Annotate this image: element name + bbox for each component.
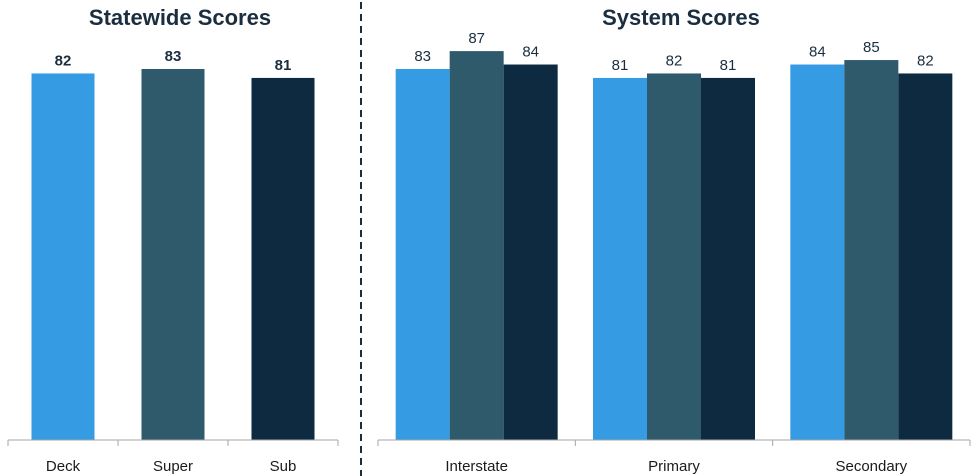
value-label-interstate-1: 83 [414,48,431,65]
value-label-primary-1: 81 [612,57,629,74]
bar-secondary-3 [898,73,952,440]
bar-primary-3 [701,78,755,440]
value-label-interstate-2: 87 [468,30,485,47]
bar-primary-2 [647,73,701,440]
bar-sub [252,78,315,440]
system-x-tick-labels: Interstate Primary Secondary [445,458,907,475]
bar-secondary-2 [844,60,898,440]
value-label-primary-3: 81 [720,57,737,74]
x-tick-label-super: Super [153,458,193,475]
bar-secondary-1 [790,65,844,440]
x-tick-label-sub: Sub [270,458,297,475]
bar-super [142,69,205,440]
bar-primary-1 [593,78,647,440]
bar-interstate-3 [504,65,558,440]
statewide-x-tick-labels: Deck Super Sub [46,458,296,475]
value-label-primary-2: 82 [666,52,683,69]
bar-interstate-1 [396,69,450,440]
value-label-sub: 81 [275,57,292,74]
statewide-panel: Statewide Scores 82 83 81 Deck Super Sub [8,5,338,475]
bar-deck [32,73,95,440]
statewide-x-ticks [8,440,338,446]
statewide-bars [32,69,315,440]
value-label-deck: 82 [55,52,72,69]
bar-interstate-2 [450,51,504,440]
value-label-super: 83 [165,48,182,65]
value-label-secondary-2: 85 [863,39,880,56]
x-tick-label-deck: Deck [46,458,81,475]
value-label-interstate-3: 84 [522,44,539,61]
x-tick-label-secondary: Secondary [835,458,907,475]
statewide-title: Statewide Scores [89,5,271,30]
x-tick-label-primary: Primary [648,458,700,475]
value-label-secondary-1: 84 [809,44,826,61]
system-bars [396,51,953,440]
system-x-ticks [378,440,970,446]
value-label-secondary-3: 82 [917,52,934,69]
x-tick-label-interstate: Interstate [445,458,508,475]
system-title: System Scores [602,5,760,30]
system-panel: System Scores 83 87 84 81 82 81 84 85 82 Interst… [378,5,970,475]
